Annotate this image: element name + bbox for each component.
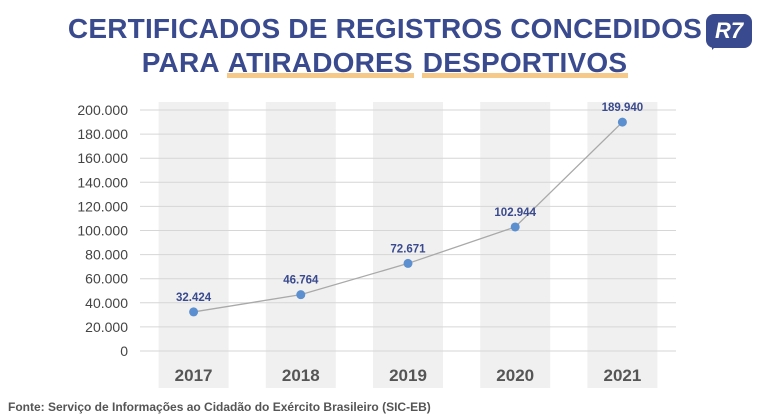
y-tick-label: 200.000: [77, 102, 128, 118]
data-point: [510, 222, 520, 232]
line-chart: 0 20.000 40.000 60.000 80.000 100.000 120.000 1…: [77, 102, 676, 388]
data-label: 102.944: [494, 207, 536, 219]
title-line-2: PARA ATIRADORES DESPORTIVOS: [40, 46, 730, 80]
y-tick-label: 160.000: [77, 150, 128, 166]
title-line-1: CERTIFICADOS DE REGISTROS CONCEDIDOS: [67, 13, 703, 44]
category-band: [265, 102, 336, 388]
data-point: [403, 258, 413, 268]
category-band: [480, 102, 551, 388]
x-tick-label: 2019: [389, 366, 427, 385]
r7-logo: R7: [706, 14, 752, 52]
data-label: 46.764: [283, 275, 319, 287]
x-tick-label: 2018: [282, 366, 320, 385]
x-tick-label: 2020: [496, 366, 534, 385]
y-tick-label: 20.000: [85, 319, 128, 335]
data-point: [617, 117, 627, 127]
data-point: [296, 290, 306, 300]
y-tick-label: 0: [120, 343, 128, 359]
title-highlight-atiradores: ATIRADORES: [226, 47, 414, 78]
category-band: [587, 102, 658, 388]
y-tick-label: 140.000: [77, 174, 128, 190]
chart-title: CERTIFICADOS DE REGISTROS CONCEDIDOS PAR…: [40, 12, 730, 80]
y-tick-label: 100.000: [77, 223, 128, 239]
data-label: 72.671: [390, 243, 426, 255]
data-label: 189.940: [602, 102, 644, 114]
y-tick-label: 40.000: [85, 295, 128, 311]
y-tick-label: 120.000: [77, 198, 128, 214]
y-tick-label: 60.000: [85, 271, 128, 287]
category-band: [158, 102, 229, 388]
r7-logo-tail: [712, 42, 720, 50]
data-point: [189, 307, 199, 317]
title-line-2-space: [414, 47, 422, 78]
x-tick-label: 2021: [603, 366, 641, 385]
data-label: 32.424: [176, 292, 212, 304]
category-band: [373, 102, 443, 388]
title-line-2-prefix: PARA: [141, 47, 227, 78]
y-tick-label: 80.000: [85, 247, 128, 263]
y-tick-label: 180.000: [77, 126, 128, 142]
title-highlight-desportivos: DESPORTIVOS: [421, 47, 629, 78]
source-footnote: Fonte: Serviço de Informações ao Cidadão…: [8, 400, 431, 414]
x-tick-label: 2017: [175, 366, 213, 385]
